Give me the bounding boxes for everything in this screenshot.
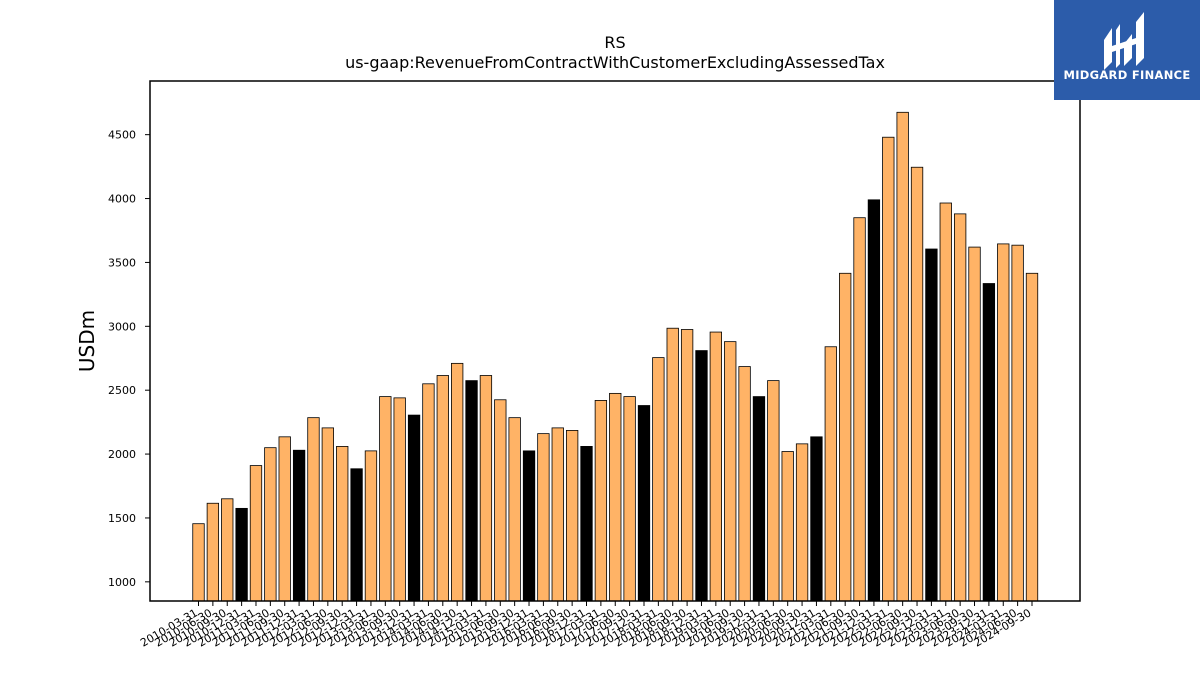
y-axis: 1000 1500 2000 2500 3000 3500 4000 4500: [108, 129, 150, 589]
y-tick-label: 2000: [108, 448, 136, 461]
bar-2016-06-30: [551, 427, 564, 602]
bar-2013-06-30: [379, 396, 392, 602]
bar-2020-06-30: [781, 451, 794, 602]
x-axis: 2010-03-312010-06-302010-09-302010-12-31…: [138, 601, 1034, 650]
y-tick-label: 3000: [108, 320, 136, 333]
bar-2011-03-31: [249, 465, 263, 602]
bar-2019-09-30: [738, 366, 751, 602]
bar-2019-06-30: [724, 341, 737, 602]
bar-2015-12-31: [522, 450, 536, 602]
bar-2023-03-31: [939, 202, 952, 602]
bar-2014-03-31: [422, 383, 435, 602]
brand-logo: MIDGARD FINANCE: [1054, 0, 1200, 100]
bar-2011-12-31: [292, 449, 306, 602]
y-axis-label: USDm: [75, 310, 99, 372]
bar-2024-03-31: [997, 243, 1010, 602]
bar-2018-06-30: [666, 327, 679, 602]
bar-2021-06-30: [839, 272, 852, 602]
bar-2012-03-31: [307, 417, 320, 602]
logo-text: MIDGARD FINANCE: [1063, 68, 1191, 82]
bars-group: [192, 111, 1039, 602]
bar-2023-06-30: [954, 213, 967, 602]
bar-2017-06-30: [609, 392, 622, 602]
bar-2015-06-30: [494, 399, 507, 602]
bar-2014-12-31: [465, 380, 478, 602]
bar-2020-12-31: [810, 436, 823, 602]
bar-2011-06-30: [264, 447, 277, 602]
bar-2019-12-31: [752, 396, 766, 602]
bar-2015-09-30: [508, 417, 521, 602]
y-tick-label: 1500: [108, 512, 136, 525]
bar-2022-12-31: [925, 248, 938, 602]
bar-2013-03-31: [364, 450, 378, 602]
bar-2013-12-31: [407, 414, 421, 602]
bar-2023-12-31: [982, 283, 996, 602]
bar-2010-03-31: [192, 523, 205, 602]
bar-2022-03-31: [882, 136, 895, 602]
bar-2012-06-30: [321, 427, 334, 602]
bar-2018-09-30: [680, 329, 694, 602]
y-tick-label: 3500: [108, 256, 136, 269]
plot-frame: [149, 80, 1081, 602]
bar-2023-09-30: [968, 246, 981, 602]
bar-2010-09-30: [221, 498, 234, 602]
bar-2024-06-30: [1011, 244, 1024, 602]
bar-2022-09-30: [910, 166, 924, 602]
bar-2024-09-30: [1025, 272, 1039, 602]
midgard-logo-icon: [1104, 12, 1144, 70]
bar-2018-03-31: [652, 357, 665, 602]
bar-2010-12-31: [235, 507, 248, 602]
bar-2016-09-30: [565, 430, 579, 602]
bar-2012-09-30: [336, 446, 349, 602]
bar-2011-09-30: [278, 436, 291, 602]
y-tick-label: 2500: [108, 384, 136, 397]
bar-2017-12-31: [637, 405, 651, 602]
bar-2021-12-31: [867, 199, 881, 602]
y-tick-label: 1000: [108, 576, 136, 589]
bar-2017-03-31: [594, 400, 608, 602]
bar-2014-09-30: [451, 362, 464, 602]
bar-2022-06-30: [896, 111, 909, 602]
bar-2013-09-30: [393, 397, 406, 602]
y-tick-label: 4500: [108, 129, 136, 142]
bar-2012-12-31: [350, 468, 363, 602]
chart-subtitle: us-gaap:RevenueFromContractWithCustomerE…: [345, 53, 885, 72]
bar-2020-09-30: [795, 443, 809, 602]
bar-2019-03-31: [709, 331, 722, 602]
chart-title: RS: [604, 33, 625, 52]
bar-2014-06-30: [436, 375, 449, 602]
bar-2016-12-31: [580, 446, 593, 602]
bar-2021-03-31: [824, 346, 837, 602]
bar-2020-03-31: [767, 380, 780, 602]
bar-2015-03-31: [479, 375, 493, 602]
bar-2010-06-30: [206, 502, 220, 602]
bar-2021-09-30: [853, 217, 866, 602]
bar-2016-03-31: [537, 433, 550, 602]
bar-2018-12-31: [695, 350, 708, 602]
bar-2017-09-30: [623, 396, 636, 602]
y-tick-label: 4000: [108, 193, 136, 206]
